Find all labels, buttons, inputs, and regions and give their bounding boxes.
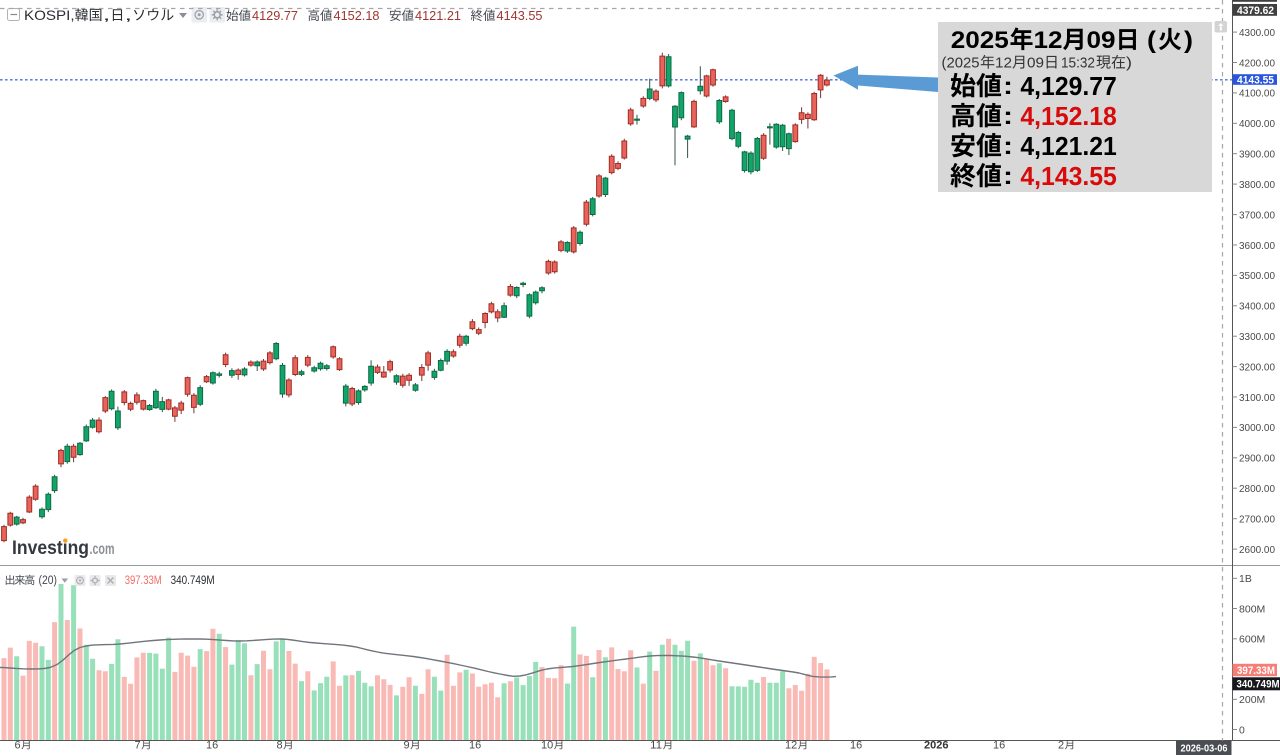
svg-text:0: 0 bbox=[1239, 724, 1245, 736]
svg-text:3100.00: 3100.00 bbox=[1239, 392, 1275, 404]
svg-text:4121.21: 4121.21 bbox=[415, 8, 461, 23]
svg-text:16: 16 bbox=[206, 740, 218, 752]
svg-text:2800.00: 2800.00 bbox=[1239, 483, 1275, 495]
svg-text:340.749M: 340.749M bbox=[171, 573, 215, 587]
svg-text:(2025: (2025 bbox=[942, 55, 980, 72]
svg-text:4,121.21: 4,121.21 bbox=[1020, 131, 1116, 161]
svg-text:4200.00: 4200.00 bbox=[1239, 57, 1275, 69]
svg-text:3900.00: 3900.00 bbox=[1239, 149, 1275, 161]
svg-text:2: 2 bbox=[1058, 740, 1064, 752]
svg-text:3000.00: 3000.00 bbox=[1239, 422, 1275, 434]
svg-text:12: 12 bbox=[1034, 27, 1063, 54]
svg-text:4,152.18: 4,152.18 bbox=[1020, 101, 1116, 131]
svg-text::: : bbox=[1003, 103, 1013, 130]
svg-text:8: 8 bbox=[277, 740, 283, 752]
svg-text:9: 9 bbox=[404, 740, 410, 752]
svg-text:397.33M: 397.33M bbox=[1237, 665, 1275, 677]
svg-text::: : bbox=[1003, 133, 1013, 160]
svg-text:09: 09 bbox=[1087, 27, 1116, 54]
svg-text:800M: 800M bbox=[1239, 603, 1265, 615]
svg-text:3400.00: 3400.00 bbox=[1239, 301, 1275, 313]
svg-text:4300.00: 4300.00 bbox=[1239, 27, 1275, 39]
svg-text:2600.00: 2600.00 bbox=[1239, 544, 1275, 556]
svg-text:2026: 2026 bbox=[924, 740, 949, 752]
svg-text:2700.00: 2700.00 bbox=[1239, 514, 1275, 526]
svg-text:): ) bbox=[1184, 27, 1193, 54]
svg-text:16: 16 bbox=[850, 740, 862, 752]
svg-text:10: 10 bbox=[541, 740, 553, 752]
svg-text:3800.00: 3800.00 bbox=[1239, 179, 1275, 191]
svg-text:09: 09 bbox=[1027, 55, 1044, 72]
svg-text:12: 12 bbox=[995, 55, 1012, 72]
svg-text:Investing: Investing bbox=[12, 537, 89, 559]
svg-text:4129.77: 4129.77 bbox=[252, 8, 298, 23]
svg-text:3700.00: 3700.00 bbox=[1239, 209, 1275, 221]
svg-text:,: , bbox=[124, 7, 132, 23]
svg-text:12: 12 bbox=[785, 740, 797, 752]
svg-text:4152.18: 4152.18 bbox=[334, 8, 380, 23]
svg-text:600M: 600M bbox=[1239, 634, 1265, 646]
svg-text:4143.55: 4143.55 bbox=[497, 8, 543, 23]
svg-text:4100.00: 4100.00 bbox=[1239, 88, 1275, 100]
svg-text:.com: .com bbox=[90, 541, 115, 558]
svg-text:3600.00: 3600.00 bbox=[1239, 240, 1275, 252]
svg-text:,: , bbox=[103, 7, 111, 23]
svg-text:7: 7 bbox=[135, 740, 141, 752]
svg-text:340.749M: 340.749M bbox=[1237, 679, 1280, 691]
svg-text::: : bbox=[1003, 163, 1013, 190]
svg-text:4000.00: 4000.00 bbox=[1239, 118, 1275, 130]
svg-text:15:32: 15:32 bbox=[1061, 55, 1095, 72]
svg-text:KOSPI,: KOSPI, bbox=[24, 7, 75, 23]
svg-text:4143.55: 4143.55 bbox=[1237, 74, 1274, 86]
svg-text:(20): (20) bbox=[39, 575, 58, 587]
svg-text:200M: 200M bbox=[1239, 694, 1265, 706]
svg-text:1B: 1B bbox=[1239, 573, 1252, 585]
svg-text:2026-03-06: 2026-03-06 bbox=[1181, 743, 1228, 755]
svg-text:4379.62: 4379.62 bbox=[1237, 5, 1274, 17]
svg-text:11: 11 bbox=[650, 740, 662, 752]
svg-text:3200.00: 3200.00 bbox=[1239, 361, 1275, 373]
svg-text:4,143.55: 4,143.55 bbox=[1020, 161, 1116, 191]
svg-text:16: 16 bbox=[993, 740, 1005, 752]
svg-text:3300.00: 3300.00 bbox=[1239, 331, 1275, 343]
svg-text:3500.00: 3500.00 bbox=[1239, 270, 1275, 282]
svg-text::: : bbox=[1003, 73, 1013, 100]
svg-text:(: ( bbox=[1147, 27, 1156, 54]
svg-text:2025: 2025 bbox=[951, 27, 1009, 54]
svg-text:6: 6 bbox=[15, 740, 21, 752]
svg-text:16: 16 bbox=[469, 740, 481, 752]
svg-text:2900.00: 2900.00 bbox=[1239, 453, 1275, 465]
svg-text:397.33M: 397.33M bbox=[125, 573, 162, 587]
svg-text:): ) bbox=[1126, 55, 1132, 72]
svg-text:4,129.77: 4,129.77 bbox=[1020, 71, 1116, 101]
